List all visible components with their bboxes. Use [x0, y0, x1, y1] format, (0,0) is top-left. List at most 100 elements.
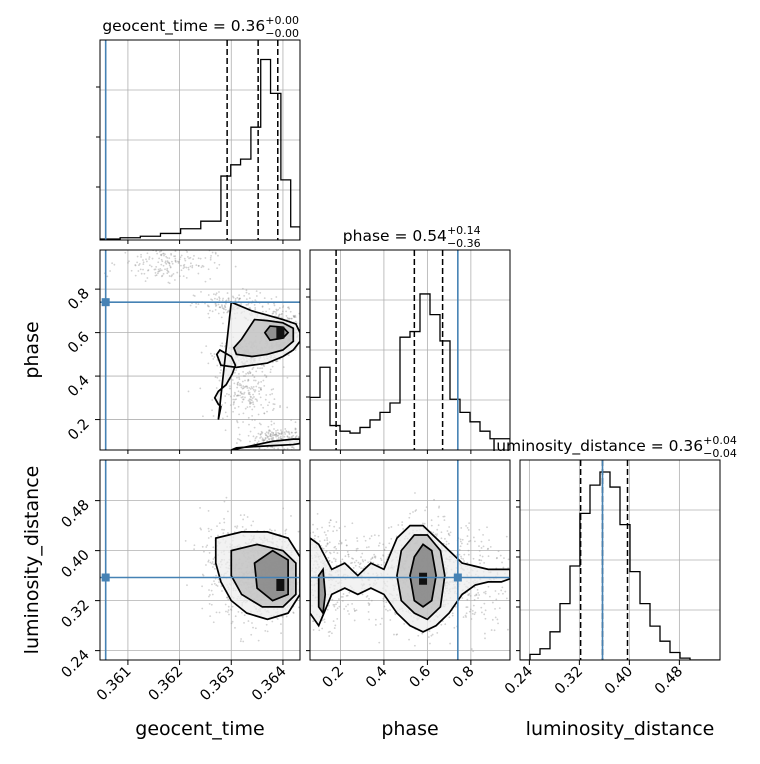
sample-point [293, 315, 296, 318]
sample-point [182, 264, 185, 267]
sample-point [302, 584, 304, 586]
sample-point [293, 315, 296, 318]
sample-point [234, 371, 236, 374]
sample-point [270, 298, 273, 300]
sample-point [237, 390, 240, 393]
sample-point [272, 431, 275, 434]
sample-point [480, 547, 483, 549]
sample-point [440, 531, 443, 534]
sample-point [215, 574, 218, 577]
sample-point [278, 432, 281, 435]
sample-point [264, 630, 267, 632]
sample-point [293, 315, 295, 318]
sample-point [249, 372, 252, 375]
sample-point [280, 432, 283, 435]
sample-point [323, 621, 326, 623]
sample-point [266, 410, 268, 413]
sample-point [496, 618, 499, 621]
panel-title-phase: phase = 0.54+0.14 −0.36 [343, 224, 481, 250]
sample-point [178, 275, 181, 278]
sample-point [252, 626, 254, 629]
sample-point [271, 409, 274, 412]
sample-point [356, 537, 358, 539]
sample-point [340, 541, 343, 544]
y-tick-label: 0.32 [59, 597, 93, 631]
sample-point [290, 436, 293, 439]
sample-point [211, 355, 214, 357]
sample-point [155, 274, 158, 277]
sample-point [281, 616, 284, 618]
sample-point [276, 435, 279, 437]
sample-point [214, 376, 217, 378]
sample-point [187, 268, 190, 271]
title-main: phase = 0.54 [343, 227, 447, 245]
sample-point [447, 542, 450, 545]
sample-point [248, 307, 251, 310]
sample-point [240, 303, 243, 305]
sample-point [189, 265, 192, 268]
sample-point [424, 509, 426, 512]
sample-point [219, 366, 222, 368]
sample-point [154, 274, 157, 277]
sample-point [352, 566, 355, 569]
sample-point [247, 392, 250, 394]
sample-point [409, 512, 412, 515]
sample-point [351, 602, 354, 605]
sample-point [261, 439, 264, 441]
sample-point [260, 388, 262, 391]
sample-point [199, 506, 201, 509]
sample-point [480, 606, 483, 609]
sample-point [294, 349, 297, 351]
panel-frame [309, 249, 511, 451]
sample-point [269, 433, 272, 435]
sample-point [327, 604, 330, 607]
sample-point [221, 299, 224, 302]
sample-point [242, 393, 245, 395]
sample-point [223, 308, 225, 310]
sample-point [260, 404, 263, 406]
sample-point [502, 566, 505, 569]
sample-point [480, 611, 483, 614]
panel-frame [519, 459, 721, 661]
sample-point [217, 578, 220, 581]
sample-point [301, 619, 303, 621]
sample-point [162, 272, 165, 275]
sample-point [260, 388, 262, 391]
sample-point [156, 252, 159, 255]
sample-point [190, 262, 192, 265]
sample-point [109, 270, 111, 272]
sample-point [246, 385, 249, 388]
truth-marker [101, 298, 110, 307]
sample-point [254, 437, 257, 440]
sample-point [252, 401, 254, 404]
sample-point [213, 297, 216, 300]
sample-point [223, 304, 226, 307]
sample-point [275, 308, 278, 311]
sample-point [302, 324, 304, 326]
sample-point [495, 557, 498, 560]
sample-point [227, 297, 230, 300]
sample-point [264, 436, 267, 439]
sample-point [326, 608, 329, 611]
density-peak [276, 579, 285, 591]
sample-point [168, 257, 171, 260]
sample-point [166, 267, 169, 270]
sample-point [259, 367, 261, 370]
sample-point [239, 383, 241, 385]
sample-point [274, 434, 277, 436]
sample-point [261, 305, 264, 308]
sample-point [460, 557, 463, 560]
sample-point [297, 530, 300, 533]
sample-point [484, 609, 487, 612]
sample-point [494, 616, 497, 619]
sample-point [341, 599, 344, 602]
sample-point [325, 534, 327, 536]
sample-point [208, 551, 211, 554]
sample-point [254, 307, 257, 309]
sample-point [238, 433, 241, 436]
sample-point [262, 439, 265, 441]
sample-point [220, 585, 223, 587]
sample-point [215, 292, 218, 295]
sample-point [340, 542, 343, 545]
sample-point [174, 255, 177, 258]
